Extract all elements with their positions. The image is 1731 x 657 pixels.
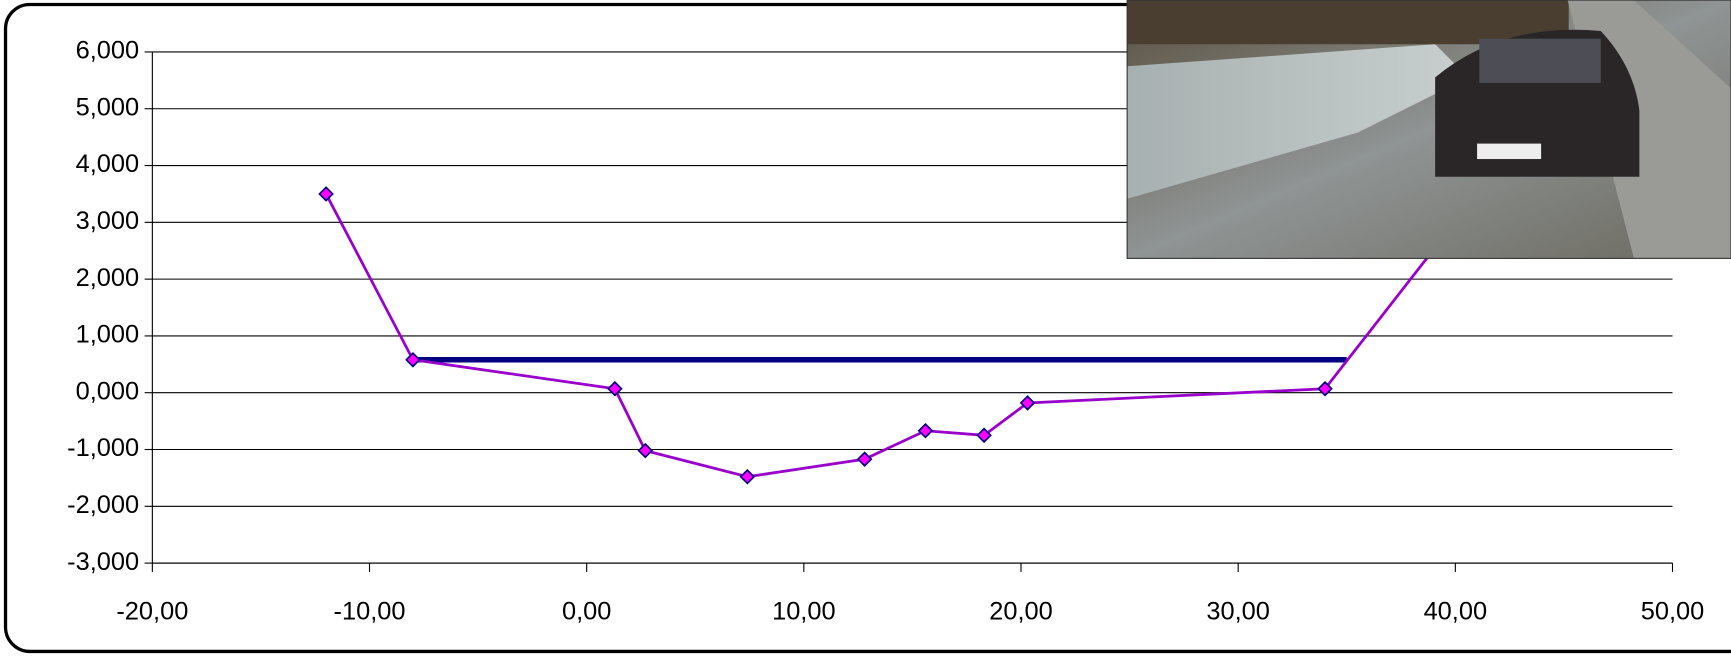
x-tick-label: 40,00 (1424, 597, 1488, 625)
y-tick-label: 1,000 (76, 321, 140, 349)
y-tick-label: 4,000 (76, 150, 140, 178)
x-tick-label: -10,00 (334, 597, 406, 625)
x-tick-label: 30,00 (1206, 597, 1270, 625)
x-tick-label: 50,00 (1641, 597, 1705, 625)
y-tick-label: -3,000 (67, 548, 139, 576)
x-tick-label: 10,00 (772, 597, 836, 625)
y-tick-label: 0,000 (76, 377, 140, 405)
y-tick-label: 3,000 (76, 207, 140, 235)
y-tick-label: 2,000 (76, 264, 140, 292)
y-tick-label: 6,000 (76, 37, 140, 65)
y-tick-label: 5,000 (76, 93, 140, 121)
photo-inset (1127, 0, 1731, 258)
x-tick-label: 20,00 (989, 597, 1052, 625)
y-tick-label: -2,000 (67, 491, 139, 519)
y-tick-label: -1,000 (67, 434, 139, 462)
x-tick-label: 0,00 (562, 597, 611, 625)
x-tick-label: -20,00 (116, 597, 188, 625)
page: {"chart_data": {"type": "line", "series"… (0, 0, 1731, 657)
chart: -3,000 -2,000 -1,000 0,000 1,000 2,000 3,000 4,… (0, 0, 1731, 657)
